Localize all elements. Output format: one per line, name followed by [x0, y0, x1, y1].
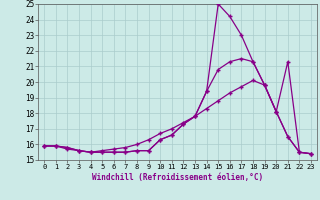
X-axis label: Windchill (Refroidissement éolien,°C): Windchill (Refroidissement éolien,°C): [92, 173, 263, 182]
